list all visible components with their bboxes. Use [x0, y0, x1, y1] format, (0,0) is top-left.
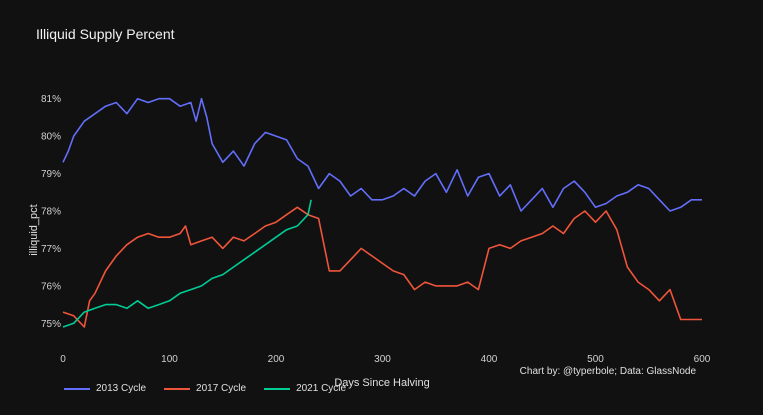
y-axis-ticks: 75% 76% 77% 78% 79% 80% 81% — [41, 94, 61, 330]
chart-title: Illiquid Supply Percent — [36, 26, 175, 42]
series-line-1 — [62, 206, 702, 328]
y-tick-label: 79% — [41, 169, 61, 180]
y-tick-label: 75% — [41, 319, 61, 330]
x-tick-label: 100 — [161, 354, 178, 365]
legend-label: 2017 Cycle — [196, 383, 247, 394]
x-tick-label: 200 — [268, 354, 285, 365]
legend-swatch — [164, 387, 191, 390]
y-tick-label: 80% — [41, 132, 61, 143]
y-tick-label: 77% — [41, 244, 61, 255]
legend-label: 2021 Cycle — [296, 383, 347, 394]
x-tick-label: 400 — [481, 354, 498, 365]
series-line-2 — [62, 199, 312, 328]
y-tick-label: 78% — [41, 207, 61, 218]
x-tick-label: 0 — [60, 354, 66, 365]
y-axis-title: illiquid_pct — [28, 204, 40, 255]
chart-legend: 2013 Cycle 2017 Cycle 2021 Cycle — [64, 383, 346, 394]
y-tick-label: 76% — [41, 281, 61, 292]
x-tick-label: 300 — [374, 354, 391, 365]
legend-swatch — [264, 387, 291, 390]
legend-item[interactable]: 2013 Cycle — [64, 383, 146, 394]
y-tick-label: 81% — [41, 94, 61, 105]
series-layer — [62, 97, 702, 328]
legend-item[interactable]: 2021 Cycle — [264, 383, 346, 394]
x-tick-label: 600 — [694, 354, 711, 365]
source-annotation: Chart by: @typerbole; Data: GlassNode — [520, 366, 697, 377]
x-axis-title: Days Since Halving — [334, 377, 429, 389]
legend-item[interactable]: 2017 Cycle — [164, 383, 246, 394]
legend-label: 2013 Cycle — [96, 383, 147, 394]
x-tick-label: 500 — [587, 354, 604, 365]
series-line-0 — [62, 97, 702, 212]
x-axis-ticks: 0 100 200 300 400 500 600 — [60, 354, 711, 365]
legend-swatch — [64, 387, 90, 390]
